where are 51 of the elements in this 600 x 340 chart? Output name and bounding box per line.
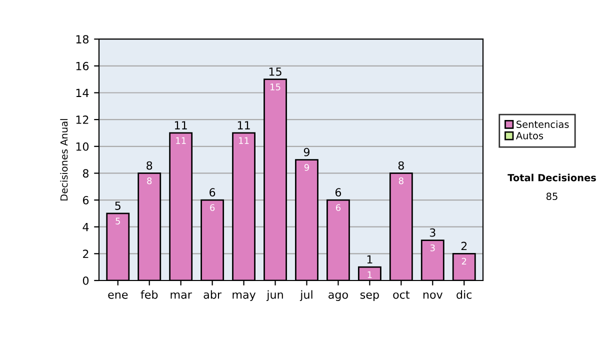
total-label: 11 bbox=[174, 121, 187, 130]
y-tick-label: 2 bbox=[83, 250, 88, 258]
legend-label: Sentencias bbox=[516, 120, 569, 128]
y-tick-label: 16 bbox=[76, 62, 89, 70]
y-tick-label: 14 bbox=[76, 88, 89, 97]
y-tick-label: 12 bbox=[76, 116, 88, 124]
data-label: 8 bbox=[147, 177, 152, 184]
x-tick-label: nov bbox=[423, 292, 443, 299]
legend-label: Autos bbox=[516, 132, 544, 140]
x-tick-label: jun bbox=[266, 290, 283, 301]
data-label: 3 bbox=[430, 244, 435, 252]
total-label: 8 bbox=[146, 161, 152, 170]
y-axis-title: Decisiones Anual bbox=[60, 119, 68, 200]
text: 85 bbox=[546, 192, 558, 200]
total-label: 2 bbox=[461, 242, 467, 250]
y-tick-label: 10 bbox=[76, 142, 89, 151]
data-label: 15 bbox=[270, 84, 280, 90]
total-label: 5 bbox=[115, 202, 120, 210]
y-tick-label: 4 bbox=[82, 222, 89, 232]
total-label: 6 bbox=[210, 188, 216, 197]
data-label: 6 bbox=[336, 204, 341, 212]
total-label: 9 bbox=[304, 148, 310, 156]
y-tick-label: 6 bbox=[82, 196, 89, 204]
data-label: 2 bbox=[462, 258, 466, 265]
x-tick-label: mar bbox=[170, 292, 192, 299]
data-label: 1 bbox=[368, 271, 372, 278]
total-label: 1 bbox=[367, 255, 372, 264]
x-tick-label: abr bbox=[204, 290, 222, 299]
x-tick-label: sep bbox=[360, 292, 379, 301]
x-tick-label: dic bbox=[456, 290, 472, 299]
x-tick-label: jul bbox=[300, 290, 312, 301]
x-tick-label: ene bbox=[108, 292, 128, 299]
x-tick-label: feb bbox=[140, 290, 158, 299]
y-tick-label: 8 bbox=[82, 169, 89, 178]
total-label: 3 bbox=[430, 228, 436, 237]
total-label: 15 bbox=[269, 68, 282, 76]
x-tick-label: oct bbox=[393, 290, 410, 299]
data-label: 9 bbox=[304, 164, 309, 171]
x-tick-label: may bbox=[232, 292, 256, 301]
total-label: 6 bbox=[335, 188, 342, 197]
data-label: 5 bbox=[116, 218, 120, 224]
data-label: 8 bbox=[398, 177, 404, 184]
data-label: 11 bbox=[176, 137, 186, 144]
total-label: 11 bbox=[238, 121, 250, 130]
x-tick-label: ago bbox=[328, 292, 348, 301]
data-label: 6 bbox=[210, 204, 215, 212]
total-label: 8 bbox=[398, 161, 404, 170]
y-tick-label: 0 bbox=[82, 276, 89, 285]
data-label: 11 bbox=[239, 137, 249, 144]
y-tick-label: 18 bbox=[76, 35, 89, 44]
text: Total Decisiones bbox=[508, 174, 596, 182]
